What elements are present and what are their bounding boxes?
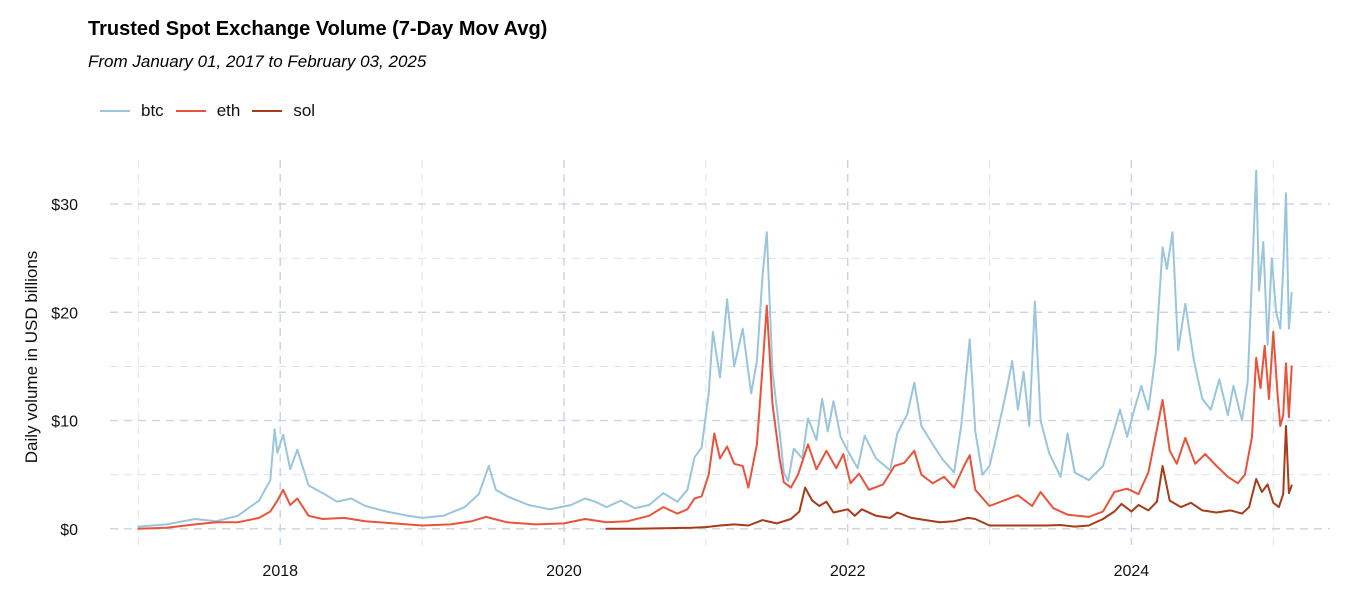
y-tick-label: $0 — [60, 522, 78, 539]
legend-label-btc: btc — [141, 101, 164, 120]
legend-label-eth: eth — [216, 101, 241, 120]
legend-item-sol: sol — [252, 101, 315, 121]
legend-swatch-sol — [252, 110, 283, 112]
x-tick-label: 2020 — [546, 563, 582, 580]
y-tick-label: $10 — [51, 414, 78, 431]
x-tick-label: 2024 — [1114, 563, 1150, 580]
chart-title: Trusted Spot Exchange Volume (7-Day Mov … — [88, 18, 548, 40]
legend-item-eth: eth — [175, 101, 241, 121]
series-line-eth — [137, 304, 1293, 530]
series-line-sol — [605, 425, 1293, 530]
chart-subtitle: From January 01, 2017 to February 03, 20… — [88, 52, 427, 71]
legend-swatch-eth — [175, 110, 206, 112]
legend-label-sol: sol — [293, 101, 316, 120]
y-tick-label: $20 — [51, 305, 78, 322]
y-tick-label: $30 — [51, 197, 78, 214]
legend: btc eth sol — [100, 101, 327, 121]
x-tick-label: 2018 — [262, 563, 298, 580]
legend-swatch-btc — [100, 110, 130, 112]
legend-item-btc: btc — [100, 101, 164, 121]
x-tick-label: 2022 — [830, 563, 866, 580]
series-line-btc — [137, 169, 1293, 528]
